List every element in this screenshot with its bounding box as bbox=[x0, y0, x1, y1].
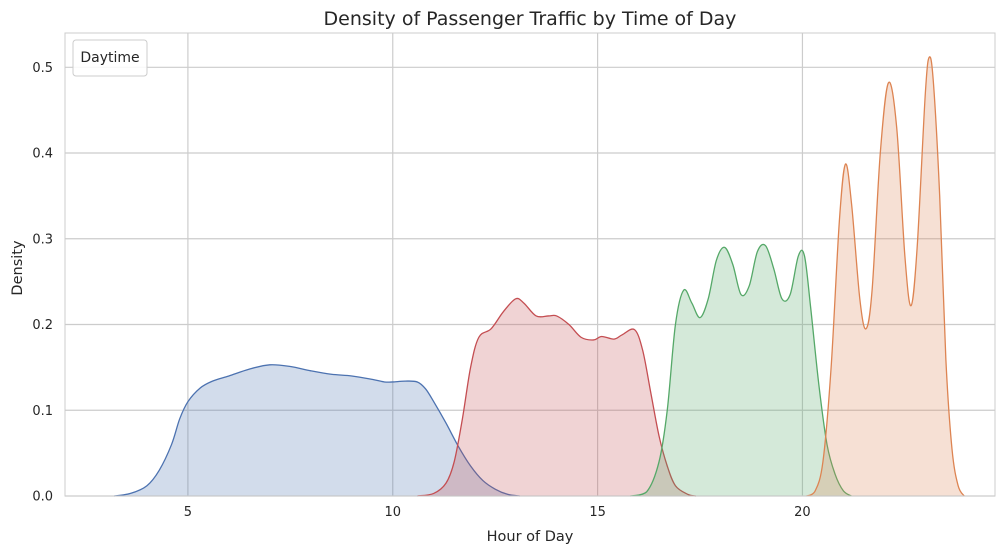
x-tick-label: 15 bbox=[589, 505, 606, 520]
x-tick-label: 5 bbox=[184, 505, 192, 520]
density-series bbox=[114, 56, 965, 497]
density-area-3 bbox=[630, 244, 852, 496]
density-line-4 bbox=[806, 56, 965, 497]
y-tick-label: 0.3 bbox=[32, 232, 53, 247]
y-tick-label: 0.4 bbox=[32, 147, 53, 162]
y-tick-label: 0.5 bbox=[32, 61, 53, 76]
density-area-4 bbox=[806, 56, 965, 496]
legend-title: Daytime bbox=[80, 50, 139, 66]
plot-frame bbox=[64, 32, 996, 497]
y-axis-label: Density bbox=[10, 240, 26, 296]
density-area-1 bbox=[114, 364, 520, 496]
y-tick-label: 0.0 bbox=[32, 490, 53, 505]
x-tick-label: 20 bbox=[794, 505, 811, 520]
legend: Daytime bbox=[72, 39, 148, 77]
tick-labels: 5 10 15 20 0.0 0.1 0.2 0.3 0.4 0.5 bbox=[32, 61, 810, 520]
density-area-2 bbox=[417, 298, 696, 496]
x-axis-label: Hour of Day bbox=[487, 529, 574, 545]
y-tick-label: 0.2 bbox=[32, 318, 53, 333]
density-line-2 bbox=[417, 297, 697, 497]
legend-box bbox=[72, 39, 148, 77]
density-line-3 bbox=[630, 243, 852, 497]
chart-title: Density of Passenger Traffic by Time of … bbox=[324, 8, 737, 30]
density-line-1 bbox=[114, 364, 520, 497]
y-tick-label: 0.1 bbox=[32, 404, 53, 419]
x-tick-label: 10 bbox=[384, 505, 401, 520]
